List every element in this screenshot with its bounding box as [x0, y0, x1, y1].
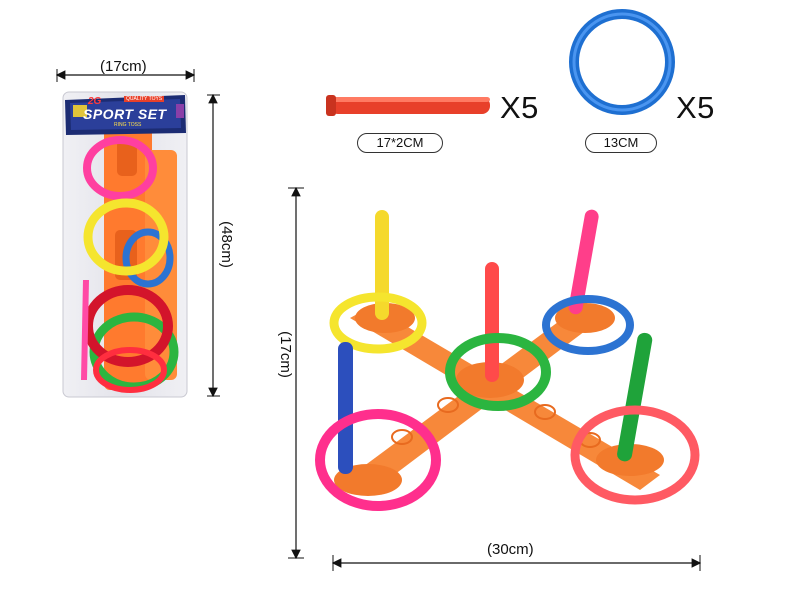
package-bag: [62, 91, 188, 398]
ring-yellow: [329, 292, 427, 354]
assembled-base: [334, 302, 664, 496]
peg-pink: [568, 209, 599, 315]
assembly-width-label: (30cm): [487, 541, 534, 558]
stick-component: [326, 95, 490, 116]
package-badge-bottom: RING TOSS: [114, 122, 142, 128]
package-brand-mark: 2G: [88, 96, 102, 107]
package-width-label: (17cm): [100, 58, 147, 75]
package-title: SPORT SET: [83, 106, 167, 122]
peg-green: [617, 332, 653, 462]
stick-size-label: 17*2CM: [357, 133, 443, 153]
peg-red: [485, 262, 499, 382]
assembled-game: [315, 209, 700, 511]
ring-salmon: [570, 405, 700, 505]
peg-blue: [338, 342, 353, 474]
package-header-card: [65, 95, 186, 135]
ring-magenta: [315, 409, 441, 511]
stick-quantity: X5: [500, 90, 539, 125]
ring-green: [445, 333, 551, 411]
peg-yellow: [375, 210, 389, 320]
ring-size-label: 13CM: [585, 133, 657, 153]
ring-blue: [542, 295, 634, 355]
ring-component: [569, 9, 675, 115]
package-badge-top: QUALITY TOYS: [124, 96, 165, 102]
assembly-height-label: (17cm): [276, 331, 294, 378]
ring-quantity: X5: [676, 90, 715, 125]
package-height-label: (48cm): [217, 221, 235, 268]
package-rings: [81, 136, 179, 393]
